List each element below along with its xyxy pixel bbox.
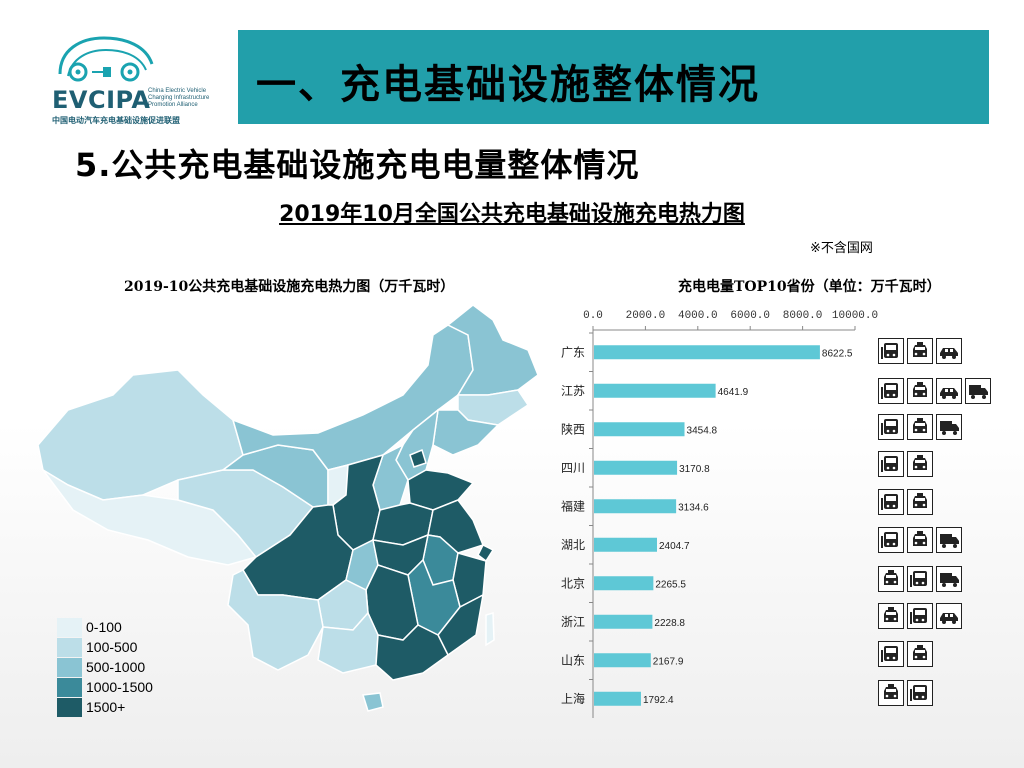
bar: [594, 614, 653, 629]
legend-swatch: [57, 658, 82, 677]
legend-label: 500-1000: [86, 659, 146, 675]
car-icon: [936, 338, 962, 364]
y-category-label: 北京: [561, 576, 585, 590]
taxi-icon: [907, 527, 933, 553]
logo-english-name: China Electric Vehicle Charging Infrastr…: [148, 88, 210, 108]
taxi-icon: [878, 566, 904, 592]
vehicle-icons-column: [878, 338, 998, 718]
region-hainan: [362, 692, 384, 712]
bar: [594, 537, 658, 552]
taxi-icon: [907, 451, 933, 477]
legend-label: 100-500: [86, 639, 138, 655]
x-tick-label: 2000.0: [626, 310, 666, 322]
legend-label: 1500+: [86, 699, 126, 715]
legend-swatch: [57, 678, 82, 697]
y-category-label: 浙江: [561, 615, 585, 629]
chart-title: 充电电量TOP10省份（单位：万千瓦时）: [678, 279, 941, 295]
bus-icon: [907, 680, 933, 706]
region-heilongjiang: [446, 304, 539, 396]
truck-icon: [936, 414, 962, 440]
data-label: 3134.6: [678, 502, 709, 513]
bar: [594, 691, 641, 706]
data-label: 3454.8: [687, 425, 718, 436]
evcipa-logo: EVCIPA China Electric Vehicle Charging I…: [52, 30, 212, 126]
logo-name: EVCIPA: [52, 86, 151, 114]
note-text: ※不含国网: [810, 241, 873, 256]
x-tick-label: 8000.0: [783, 310, 823, 322]
region-yunnan: [227, 569, 324, 671]
y-category-label: 四川: [561, 461, 585, 475]
bus-icon: [878, 414, 904, 440]
bar: [594, 422, 685, 437]
bar: [594, 383, 716, 398]
car-icon: [936, 378, 962, 404]
bar: [594, 653, 651, 668]
page-title: 一、充电基础设施整体情况: [256, 62, 760, 108]
y-category-label: 陕西: [561, 421, 585, 436]
taxi-icon: [907, 414, 933, 440]
bus-icon: [878, 641, 904, 667]
truck-icon: [936, 566, 962, 592]
bus-icon: [878, 451, 904, 477]
bus-icon: [878, 527, 904, 553]
header-bar: 一、充电基础设施整体情况: [238, 30, 989, 124]
data-label: 1792.4: [643, 695, 674, 706]
region-liaoning: [432, 409, 500, 456]
region-fujian: [437, 593, 485, 657]
y-category-label: 上海: [561, 691, 585, 706]
bar: [594, 499, 677, 514]
legend-swatch: [57, 618, 82, 637]
taxi-icon: [878, 680, 904, 706]
bar: [594, 345, 820, 360]
map-title: 2019-10公共充电基础设施充电热力图（万千瓦时）: [124, 279, 455, 295]
top10-bar-chart: 0.0 2000.0 4000.0 6000.0 8000.0 10000.0 广东 8622…: [561, 310, 878, 718]
y-category-label: 山东: [561, 653, 585, 667]
truck-icon: [936, 527, 962, 553]
taxi-icon: [907, 641, 933, 667]
data-label: 2404.7: [659, 541, 690, 552]
region-beijing: [409, 448, 427, 468]
section-title: 2019年10月全国公共充电基础设施充电热力图: [279, 202, 745, 227]
legend-swatch: [57, 638, 82, 657]
region-shandong: [407, 469, 475, 511]
legend-label: 0-100: [86, 619, 122, 635]
bus-icon: [878, 378, 904, 404]
data-label: 4641.9: [718, 387, 749, 398]
bus-icon: [878, 489, 904, 515]
y-category-label: 江苏: [561, 384, 585, 398]
x-tick-label: 0.0: [583, 310, 603, 322]
data-label: 3170.8: [679, 464, 710, 475]
china-heat-map: [37, 304, 539, 712]
legend-label: 1000-1500: [86, 679, 153, 695]
data-label: 2265.5: [655, 579, 686, 590]
data-label: 2228.8: [654, 618, 685, 629]
bar: [594, 576, 654, 591]
taxi-icon: [907, 338, 933, 364]
bus-icon: [878, 338, 904, 364]
logo-chinese-name: 中国电动汽车充电基础设施促进联盟: [52, 116, 180, 125]
y-category-label: 广东: [561, 345, 585, 359]
legend-swatch: [57, 698, 82, 717]
truck-icon: [965, 378, 991, 404]
data-label: 2167.9: [653, 656, 684, 667]
x-tick-label: 6000.0: [730, 310, 770, 322]
region-inner-mongolia: [231, 324, 474, 471]
taxi-icon: [878, 603, 904, 629]
y-category-label: 湖北: [561, 537, 585, 552]
taxi-icon: [907, 489, 933, 515]
data-label: 8622.5: [822, 348, 853, 359]
x-tick-label: 10000.0: [832, 310, 878, 322]
subtitle: 5.公共充电基础设施充电电量整体情况: [75, 146, 640, 184]
x-tick-label: 4000.0: [678, 310, 718, 322]
region-guangdong: [375, 624, 449, 681]
bus-icon: [907, 603, 933, 629]
ev-car-logo-icon: [58, 36, 154, 82]
region-taiwan: [485, 612, 495, 647]
bus-icon: [907, 566, 933, 592]
car-icon: [936, 603, 962, 629]
bar: [594, 460, 678, 475]
taxi-icon: [907, 378, 933, 404]
y-category-label: 福建: [561, 498, 585, 513]
